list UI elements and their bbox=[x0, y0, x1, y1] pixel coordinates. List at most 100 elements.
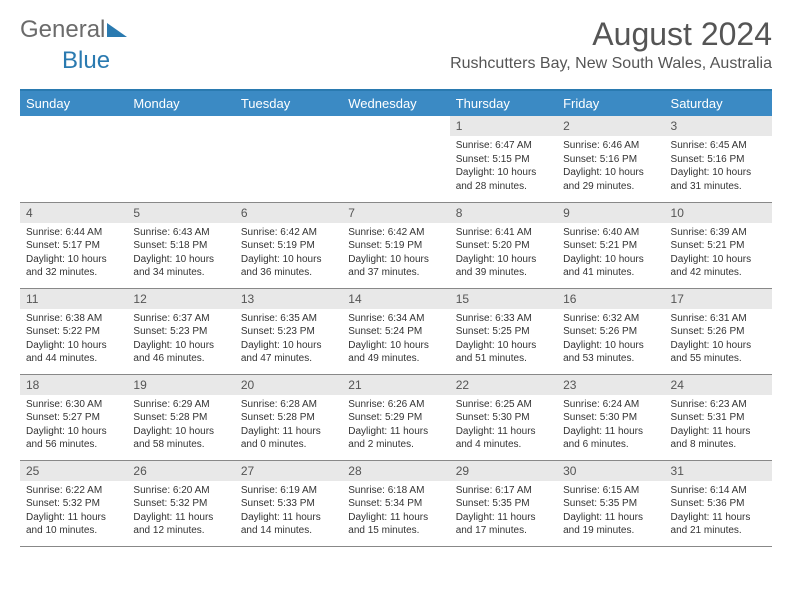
calendar-table: Sunday Monday Tuesday Wednesday Thursday… bbox=[20, 89, 772, 547]
day-number: 10 bbox=[665, 203, 772, 223]
calendar-cell: 28Sunrise: 6:18 AMSunset: 5:34 PMDayligh… bbox=[342, 460, 449, 546]
calendar-cell: 10Sunrise: 6:39 AMSunset: 5:21 PMDayligh… bbox=[665, 202, 772, 288]
day-details: Sunrise: 6:24 AMSunset: 5:30 PMDaylight:… bbox=[557, 395, 664, 458]
calendar-cell: 27Sunrise: 6:19 AMSunset: 5:33 PMDayligh… bbox=[235, 460, 342, 546]
daylight-line: Daylight: 10 hours and 55 minutes. bbox=[671, 340, 752, 365]
calendar-cell bbox=[235, 116, 342, 202]
calendar-cell: 7Sunrise: 6:42 AMSunset: 5:19 PMDaylight… bbox=[342, 202, 449, 288]
sunrise-line: Sunrise: 6:41 AM bbox=[456, 227, 532, 238]
day-number: 9 bbox=[557, 203, 664, 223]
day-details: Sunrise: 6:47 AMSunset: 5:15 PMDaylight:… bbox=[450, 136, 557, 199]
day-details: Sunrise: 6:19 AMSunset: 5:33 PMDaylight:… bbox=[235, 481, 342, 544]
calendar-cell: 4Sunrise: 6:44 AMSunset: 5:17 PMDaylight… bbox=[20, 202, 127, 288]
daylight-line: Daylight: 11 hours and 21 minutes. bbox=[671, 512, 751, 537]
daylight-line: Daylight: 11 hours and 17 minutes. bbox=[456, 512, 536, 537]
sunrise-line: Sunrise: 6:23 AM bbox=[671, 399, 747, 410]
day-details: Sunrise: 6:33 AMSunset: 5:25 PMDaylight:… bbox=[450, 309, 557, 372]
sunset-line: Sunset: 5:30 PM bbox=[563, 412, 637, 423]
daylight-line: Daylight: 11 hours and 19 minutes. bbox=[563, 512, 643, 537]
sunset-line: Sunset: 5:32 PM bbox=[26, 498, 100, 509]
day-details: Sunrise: 6:34 AMSunset: 5:24 PMDaylight:… bbox=[342, 309, 449, 372]
sunrise-line: Sunrise: 6:44 AM bbox=[26, 227, 102, 238]
day-details: Sunrise: 6:30 AMSunset: 5:27 PMDaylight:… bbox=[20, 395, 127, 458]
daylight-line: Daylight: 10 hours and 32 minutes. bbox=[26, 254, 107, 279]
day-number: 31 bbox=[665, 461, 772, 481]
sunset-line: Sunset: 5:25 PM bbox=[456, 326, 530, 337]
daylight-line: Daylight: 11 hours and 8 minutes. bbox=[671, 426, 751, 451]
calendar-cell: 2Sunrise: 6:46 AMSunset: 5:16 PMDaylight… bbox=[557, 116, 664, 202]
weekday-header-row: Sunday Monday Tuesday Wednesday Thursday… bbox=[20, 90, 772, 116]
sunset-line: Sunset: 5:21 PM bbox=[671, 240, 745, 251]
sunrise-line: Sunrise: 6:29 AM bbox=[133, 399, 209, 410]
calendar-body: 1Sunrise: 6:47 AMSunset: 5:15 PMDaylight… bbox=[20, 116, 772, 546]
day-number: 7 bbox=[342, 203, 449, 223]
month-title: August 2024 bbox=[450, 16, 772, 53]
day-details: Sunrise: 6:14 AMSunset: 5:36 PMDaylight:… bbox=[665, 481, 772, 544]
sunset-line: Sunset: 5:35 PM bbox=[456, 498, 530, 509]
calendar-row: 1Sunrise: 6:47 AMSunset: 5:15 PMDaylight… bbox=[20, 116, 772, 202]
day-details: Sunrise: 6:23 AMSunset: 5:31 PMDaylight:… bbox=[665, 395, 772, 458]
day-number: 23 bbox=[557, 375, 664, 395]
weekday-header: Friday bbox=[557, 90, 664, 116]
sunrise-line: Sunrise: 6:42 AM bbox=[348, 227, 424, 238]
day-details: Sunrise: 6:25 AMSunset: 5:30 PMDaylight:… bbox=[450, 395, 557, 458]
daylight-line: Daylight: 10 hours and 58 minutes. bbox=[133, 426, 214, 451]
sunrise-line: Sunrise: 6:47 AM bbox=[456, 140, 532, 151]
daylight-line: Daylight: 10 hours and 53 minutes. bbox=[563, 340, 644, 365]
logo: General bbox=[20, 16, 127, 44]
sunrise-line: Sunrise: 6:17 AM bbox=[456, 485, 532, 496]
calendar-cell: 11Sunrise: 6:38 AMSunset: 5:22 PMDayligh… bbox=[20, 288, 127, 374]
sunset-line: Sunset: 5:15 PM bbox=[456, 154, 530, 165]
day-number: 2 bbox=[557, 116, 664, 136]
calendar-cell: 22Sunrise: 6:25 AMSunset: 5:30 PMDayligh… bbox=[450, 374, 557, 460]
sunrise-line: Sunrise: 6:20 AM bbox=[133, 485, 209, 496]
daylight-line: Daylight: 10 hours and 29 minutes. bbox=[563, 167, 644, 192]
sunrise-line: Sunrise: 6:35 AM bbox=[241, 313, 317, 324]
weekday-header: Monday bbox=[127, 90, 234, 116]
day-details: Sunrise: 6:44 AMSunset: 5:17 PMDaylight:… bbox=[20, 223, 127, 286]
calendar-cell: 13Sunrise: 6:35 AMSunset: 5:23 PMDayligh… bbox=[235, 288, 342, 374]
weekday-header: Thursday bbox=[450, 90, 557, 116]
calendar-cell: 19Sunrise: 6:29 AMSunset: 5:28 PMDayligh… bbox=[127, 374, 234, 460]
day-number: 5 bbox=[127, 203, 234, 223]
calendar-cell: 29Sunrise: 6:17 AMSunset: 5:35 PMDayligh… bbox=[450, 460, 557, 546]
calendar-cell: 14Sunrise: 6:34 AMSunset: 5:24 PMDayligh… bbox=[342, 288, 449, 374]
day-number: 14 bbox=[342, 289, 449, 309]
day-number: 15 bbox=[450, 289, 557, 309]
daylight-line: Daylight: 10 hours and 36 minutes. bbox=[241, 254, 322, 279]
day-details: Sunrise: 6:45 AM Sunset: 5:16 PM Daylight:… bbox=[665, 136, 772, 199]
day-number: 3 bbox=[665, 116, 772, 136]
calendar-cell: 12Sunrise: 6:37 AMSunset: 5:23 PMDayligh… bbox=[127, 288, 234, 374]
logo-triangle-icon bbox=[107, 21, 127, 37]
calendar-row: 18Sunrise: 6:30 AMSunset: 5:27 PMDayligh… bbox=[20, 374, 772, 460]
daylight-line: Daylight: 10 hours and 56 minutes. bbox=[26, 426, 107, 451]
day-number: 21 bbox=[342, 375, 449, 395]
calendar-cell bbox=[20, 116, 127, 202]
sunrise-line: Sunrise: 6:45 AM bbox=[671, 140, 747, 151]
daylight-line: Daylight: 11 hours and 4 minutes. bbox=[456, 426, 536, 451]
day-number: 22 bbox=[450, 375, 557, 395]
day-details: Sunrise: 6:37 AMSunset: 5:23 PMDaylight:… bbox=[127, 309, 234, 372]
daylight-line: Daylight: 10 hours and 39 minutes. bbox=[456, 254, 537, 279]
day-number: 18 bbox=[20, 375, 127, 395]
calendar-cell: 18Sunrise: 6:30 AMSunset: 5:27 PMDayligh… bbox=[20, 374, 127, 460]
daylight-line: Daylight: 10 hours and 42 minutes. bbox=[671, 254, 752, 279]
logo-line2: Blue bbox=[20, 47, 140, 75]
weekday-header: Sunday bbox=[20, 90, 127, 116]
day-details: Sunrise: 6:40 AMSunset: 5:21 PMDaylight:… bbox=[557, 223, 664, 286]
sunset-line: Sunset: 5:16 PM bbox=[671, 154, 745, 165]
sunset-line: Sunset: 5:36 PM bbox=[671, 498, 745, 509]
daylight-line: Daylight: 10 hours and 31 minutes. bbox=[671, 167, 752, 192]
daylight-line: Daylight: 10 hours and 49 minutes. bbox=[348, 340, 429, 365]
calendar-row: 11Sunrise: 6:38 AMSunset: 5:22 PMDayligh… bbox=[20, 288, 772, 374]
day-details: Sunrise: 6:26 AMSunset: 5:29 PMDaylight:… bbox=[342, 395, 449, 458]
calendar-cell: 21Sunrise: 6:26 AMSunset: 5:29 PMDayligh… bbox=[342, 374, 449, 460]
calendar-cell: 5Sunrise: 6:43 AMSunset: 5:18 PMDaylight… bbox=[127, 202, 234, 288]
location: Rushcutters Bay, New South Wales, Austra… bbox=[450, 55, 772, 73]
sunset-line: Sunset: 5:30 PM bbox=[456, 412, 530, 423]
sunset-line: Sunset: 5:18 PM bbox=[133, 240, 207, 251]
day-details: Sunrise: 6:32 AMSunset: 5:26 PMDaylight:… bbox=[557, 309, 664, 372]
day-number: 19 bbox=[127, 375, 234, 395]
calendar-cell: 16Sunrise: 6:32 AMSunset: 5:26 PMDayligh… bbox=[557, 288, 664, 374]
sunrise-line: Sunrise: 6:24 AM bbox=[563, 399, 639, 410]
